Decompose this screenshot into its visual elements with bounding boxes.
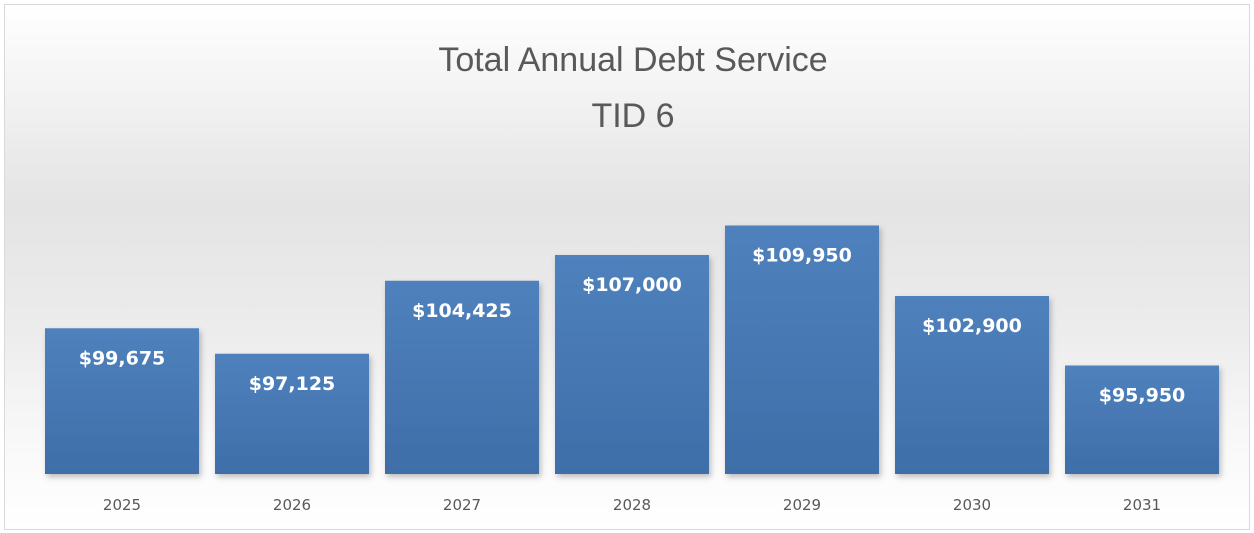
data-label-2031: $95,950 [1099, 385, 1186, 407]
x-tick-2030: 2030 [953, 496, 991, 514]
data-label-2028: $107,000 [582, 274, 682, 296]
data-labels-group: $99,675 $97,125 $104,425 $107,000 $109,950 $1… [79, 245, 1186, 407]
bar-2025 [45, 328, 199, 474]
bar-2028 [555, 255, 709, 474]
chart-subtitle: TID 6 [591, 97, 674, 135]
x-axis-ticks: 2025 2026 2027 2028 2029 2030 2031 [103, 496, 1161, 514]
data-label-2030: $102,900 [922, 315, 1022, 337]
data-label-2025: $99,675 [79, 347, 166, 369]
bar-2029 [725, 225, 879, 474]
chart-title: Total Annual Debt Service [438, 41, 827, 79]
bar-2026 [215, 353, 369, 474]
chart-area: Total Annual Debt Service TID 6 $99,675 $… [4, 4, 1250, 530]
data-label-2026: $97,125 [249, 373, 336, 395]
data-label-2027: $104,425 [412, 300, 512, 322]
bar-2030 [895, 296, 1049, 474]
x-tick-2027: 2027 [443, 496, 481, 514]
x-tick-2026: 2026 [273, 496, 311, 514]
x-tick-2029: 2029 [783, 496, 821, 514]
data-label-2029: $109,950 [752, 245, 852, 267]
x-tick-2028: 2028 [613, 496, 651, 514]
x-tick-2031: 2031 [1123, 496, 1161, 514]
bars-group [45, 225, 1219, 474]
bar-2027 [385, 280, 539, 474]
bar-chart: Total Annual Debt Service TID 6 $99,675$… [45, 41, 1219, 514]
bar-2031 [1065, 365, 1219, 474]
x-tick-2025: 2025 [103, 496, 141, 514]
